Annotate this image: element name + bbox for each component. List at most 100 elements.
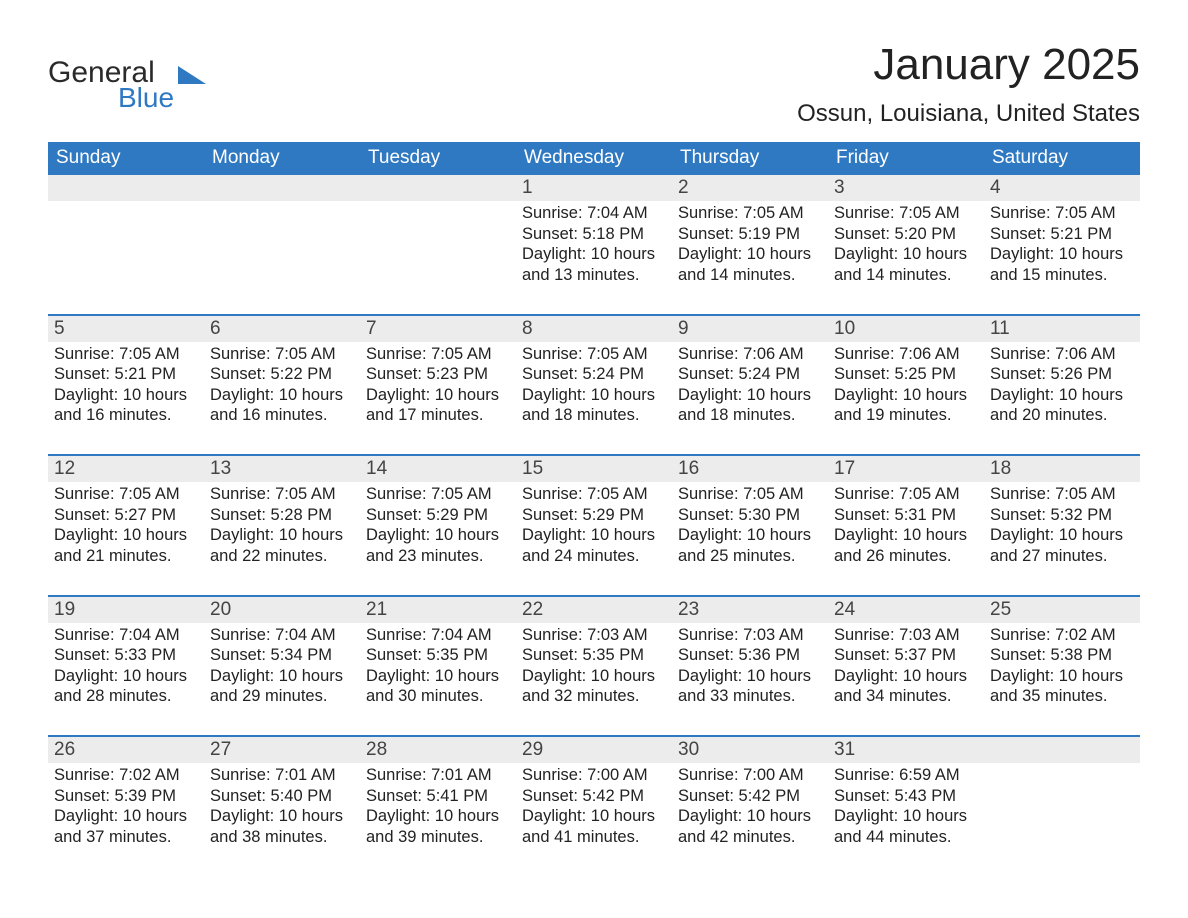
day-cell: Sunrise: 7:02 AMSunset: 5:39 PMDaylight:…: [48, 763, 204, 876]
sunset-line: Sunset: 5:31 PM: [834, 505, 978, 526]
day-cell: Sunrise: 7:05 AMSunset: 5:29 PMDaylight:…: [516, 482, 672, 595]
daylight-line-2: and 35 minutes.: [990, 686, 1134, 707]
day-number: 30: [672, 737, 828, 763]
sunrise-line: Sunrise: 7:02 AM: [54, 765, 198, 786]
daylight-line-2: and 16 minutes.: [210, 405, 354, 426]
sunset-line: Sunset: 5:19 PM: [678, 224, 822, 245]
daylight-line-1: Daylight: 10 hours: [522, 806, 666, 827]
sunrise-line: Sunrise: 7:06 AM: [990, 344, 1134, 365]
daylight-line-2: and 22 minutes.: [210, 546, 354, 567]
daynum-row: 19202122232425: [48, 597, 1140, 623]
sunrise-line: Sunrise: 7:04 AM: [366, 625, 510, 646]
sunrise-line: Sunrise: 7:00 AM: [522, 765, 666, 786]
daylight-line-2: and 27 minutes.: [990, 546, 1134, 567]
dow-saturday: Saturday: [984, 142, 1140, 175]
daylight-line-1: Daylight: 10 hours: [210, 806, 354, 827]
sunrise-line: Sunrise: 7:00 AM: [678, 765, 822, 786]
sunrise-line: Sunrise: 7:01 AM: [210, 765, 354, 786]
daylight-line-1: Daylight: 10 hours: [834, 806, 978, 827]
dow-tuesday: Tuesday: [360, 142, 516, 175]
day-cell: Sunrise: 7:04 AMSunset: 5:34 PMDaylight:…: [204, 623, 360, 736]
sunset-line: Sunset: 5:18 PM: [522, 224, 666, 245]
sunrise-line: Sunrise: 7:05 AM: [522, 484, 666, 505]
day-cell: Sunrise: 7:05 AMSunset: 5:27 PMDaylight:…: [48, 482, 204, 595]
sunrise-line: Sunrise: 7:05 AM: [210, 344, 354, 365]
daylight-line-2: and 14 minutes.: [678, 265, 822, 286]
daylight-line-2: and 20 minutes.: [990, 405, 1134, 426]
daylight-line-1: Daylight: 10 hours: [678, 806, 822, 827]
day-number: 25: [984, 597, 1140, 623]
daylight-line-1: Daylight: 10 hours: [366, 666, 510, 687]
day-number: [204, 175, 360, 201]
daylight-line-1: Daylight: 10 hours: [990, 666, 1134, 687]
day-number: 28: [360, 737, 516, 763]
daylight-line-1: Daylight: 10 hours: [834, 244, 978, 265]
sunrise-line: Sunrise: 7:06 AM: [834, 344, 978, 365]
daylight-line-1: Daylight: 10 hours: [54, 666, 198, 687]
sunrise-line: Sunrise: 7:01 AM: [366, 765, 510, 786]
daynum-row: 12131415161718: [48, 456, 1140, 482]
sunset-line: Sunset: 5:29 PM: [366, 505, 510, 526]
header: General Blue January 2025 Ossun, Louisia…: [48, 40, 1140, 128]
daybody-row: Sunrise: 7:02 AMSunset: 5:39 PMDaylight:…: [48, 763, 1140, 876]
day-number: 1: [516, 175, 672, 201]
day-cell: Sunrise: 7:05 AMSunset: 5:28 PMDaylight:…: [204, 482, 360, 595]
logo-word2: Blue: [118, 82, 174, 114]
daybody-row: Sunrise: 7:05 AMSunset: 5:21 PMDaylight:…: [48, 342, 1140, 455]
sunrise-line: Sunrise: 7:05 AM: [54, 484, 198, 505]
sunset-line: Sunset: 5:32 PM: [990, 505, 1134, 526]
day-number: 29: [516, 737, 672, 763]
sunset-line: Sunset: 5:21 PM: [54, 364, 198, 385]
location-label: Ossun, Louisiana, United States: [797, 100, 1140, 128]
day-cell: Sunrise: 7:05 AMSunset: 5:30 PMDaylight:…: [672, 482, 828, 595]
day-cell: Sunrise: 7:03 AMSunset: 5:37 PMDaylight:…: [828, 623, 984, 736]
daylight-line-1: Daylight: 10 hours: [990, 525, 1134, 546]
day-number: 12: [48, 456, 204, 482]
day-cell: Sunrise: 7:05 AMSunset: 5:23 PMDaylight:…: [360, 342, 516, 455]
daylight-line-2: and 34 minutes.: [834, 686, 978, 707]
day-number: 9: [672, 316, 828, 342]
sunset-line: Sunset: 5:34 PM: [210, 645, 354, 666]
week-row: 567891011Sunrise: 7:05 AMSunset: 5:21 PM…: [48, 314, 1140, 455]
daylight-line-2: and 13 minutes.: [522, 265, 666, 286]
daylight-line-1: Daylight: 10 hours: [366, 525, 510, 546]
day-number: 16: [672, 456, 828, 482]
day-cell: [204, 201, 360, 314]
sunset-line: Sunset: 5:20 PM: [834, 224, 978, 245]
dow-friday: Friday: [828, 142, 984, 175]
day-cell: Sunrise: 7:05 AMSunset: 5:29 PMDaylight:…: [360, 482, 516, 595]
sunrise-line: Sunrise: 7:05 AM: [522, 344, 666, 365]
sunrise-line: Sunrise: 7:05 AM: [366, 484, 510, 505]
daylight-line-1: Daylight: 10 hours: [210, 525, 354, 546]
daylight-line-1: Daylight: 10 hours: [54, 806, 198, 827]
day-number: 15: [516, 456, 672, 482]
sunrise-line: Sunrise: 7:02 AM: [990, 625, 1134, 646]
daylight-line-2: and 33 minutes.: [678, 686, 822, 707]
day-cell: Sunrise: 7:05 AMSunset: 5:21 PMDaylight:…: [48, 342, 204, 455]
day-cell: Sunrise: 7:05 AMSunset: 5:20 PMDaylight:…: [828, 201, 984, 314]
day-cell: Sunrise: 7:05 AMSunset: 5:21 PMDaylight:…: [984, 201, 1140, 314]
day-number: [984, 737, 1140, 763]
day-cell: Sunrise: 7:00 AMSunset: 5:42 PMDaylight:…: [672, 763, 828, 876]
day-cell: Sunrise: 7:02 AMSunset: 5:38 PMDaylight:…: [984, 623, 1140, 736]
daynum-row: 567891011: [48, 316, 1140, 342]
daylight-line-2: and 42 minutes.: [678, 827, 822, 848]
sunset-line: Sunset: 5:36 PM: [678, 645, 822, 666]
sunset-line: Sunset: 5:24 PM: [678, 364, 822, 385]
daylight-line-2: and 18 minutes.: [522, 405, 666, 426]
daylight-line-2: and 18 minutes.: [678, 405, 822, 426]
sunrise-line: Sunrise: 6:59 AM: [834, 765, 978, 786]
day-cell: Sunrise: 7:05 AMSunset: 5:22 PMDaylight:…: [204, 342, 360, 455]
day-number: 2: [672, 175, 828, 201]
daylight-line-2: and 24 minutes.: [522, 546, 666, 567]
week-row: 12131415161718Sunrise: 7:05 AMSunset: 5:…: [48, 454, 1140, 595]
daylight-line-2: and 23 minutes.: [366, 546, 510, 567]
day-number: 7: [360, 316, 516, 342]
daylight-line-1: Daylight: 10 hours: [678, 666, 822, 687]
daylight-line-2: and 38 minutes.: [210, 827, 354, 848]
week-row: 1234Sunrise: 7:04 AMSunset: 5:18 PMDayli…: [48, 175, 1140, 314]
sunrise-line: Sunrise: 7:05 AM: [210, 484, 354, 505]
sunrise-line: Sunrise: 7:04 AM: [210, 625, 354, 646]
daylight-line-1: Daylight: 10 hours: [54, 525, 198, 546]
sunrise-line: Sunrise: 7:05 AM: [834, 203, 978, 224]
